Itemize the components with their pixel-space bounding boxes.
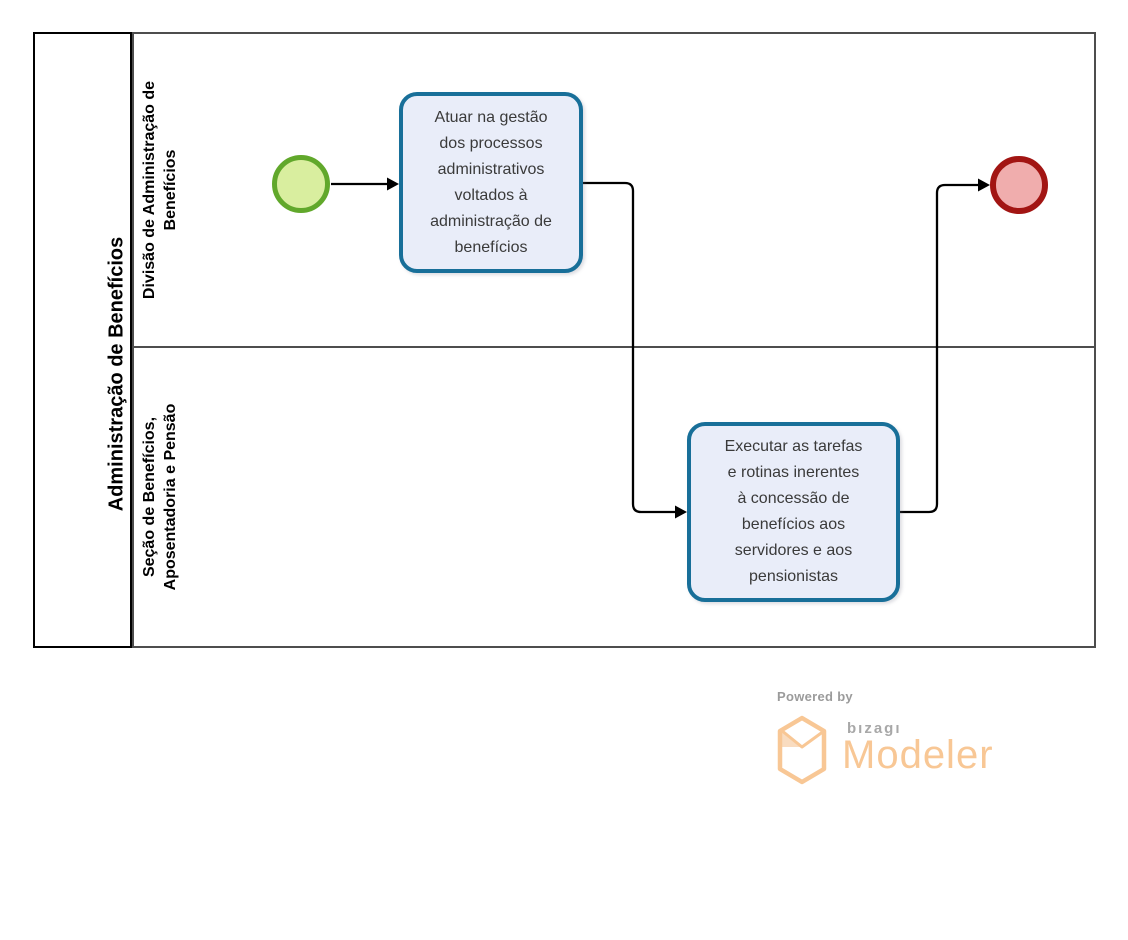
pool-header: Administração de Benefícios <box>33 32 132 648</box>
modeler-product-label: Modeler <box>842 733 994 777</box>
sequence-flow-task1-to-task2 <box>583 181 687 519</box>
task-text-line: servidores e aos <box>734 542 853 559</box>
task-text-line: voltados à <box>454 186 528 204</box>
lanes-container <box>132 32 1096 648</box>
task-text-line: à concessão de <box>737 490 850 507</box>
start-event <box>272 155 330 213</box>
task-executar-tarefas: Executar as tarefas e rotinas inerentes … <box>687 422 900 602</box>
bizagi-logo-icon <box>777 715 827 785</box>
task-text-line: administrativos <box>437 160 545 178</box>
powered-by-label: Powered by <box>777 689 853 704</box>
task-text-line: dos processos <box>439 134 543 152</box>
lane-divider <box>132 346 1096 348</box>
end-event <box>990 156 1048 214</box>
arrowhead-icon <box>675 505 687 519</box>
task-text-line: benefícios aos <box>741 516 846 533</box>
sequence-flow-task2-to-end <box>900 178 990 514</box>
task-text-line: benefícios <box>454 238 528 256</box>
sequence-flow-start-to-task1 <box>331 177 399 191</box>
arrowhead-icon <box>387 177 399 191</box>
task-atuar-na-gestao: Atuar na gestão dos processos administra… <box>399 92 583 273</box>
task-text-line: e rotinas inerentes <box>727 464 860 481</box>
bizagi-brand-label: bızagı <box>847 720 902 737</box>
task-text-line: administração de <box>430 212 552 230</box>
task-text-line: pensionistas <box>749 568 838 585</box>
arrowhead-icon <box>978 178 990 192</box>
task-text-line: Executar as tarefas <box>724 438 863 455</box>
task-text-line: Atuar na gestão <box>434 108 548 126</box>
